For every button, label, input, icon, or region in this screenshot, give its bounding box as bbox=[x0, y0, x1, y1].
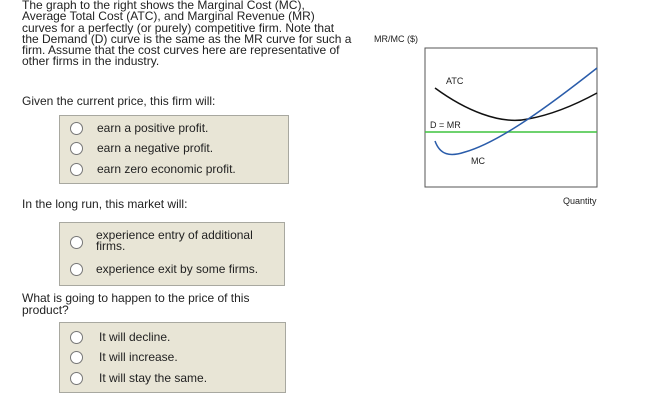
dmr-label: D = MR bbox=[430, 120, 461, 130]
radio[interactable] bbox=[70, 122, 83, 135]
question-prompt: Given the current price, this firm will: bbox=[22, 94, 216, 108]
radio[interactable] bbox=[70, 263, 83, 276]
radio[interactable] bbox=[70, 372, 83, 385]
intro-line: The graph to the right shows the Margina… bbox=[22, 0, 305, 12]
intro-line: curves for a perfectly (or purely) compe… bbox=[22, 20, 335, 35]
option-text[interactable]: It will decline. bbox=[99, 330, 171, 344]
option-text[interactable]: experience exit by some firms. bbox=[96, 262, 259, 276]
graph: MR/MC ($) ATC D = MR MC Quantity bbox=[374, 34, 598, 206]
options-box: experience entry of additional firms. ex… bbox=[59, 222, 285, 286]
graph-frame bbox=[424, 47, 598, 188]
question-prompt: In the long run, this market will: bbox=[22, 197, 188, 211]
x-axis-label: Quantity bbox=[563, 196, 597, 206]
intro: The graph to the right shows the Margina… bbox=[22, 0, 351, 68]
options-box: earn a positive profit. earn a negative … bbox=[59, 115, 289, 184]
option-text[interactable]: experience entry of additional firms. bbox=[96, 228, 253, 253]
option-text[interactable]: earn a negative profit. bbox=[97, 141, 214, 155]
intro-line: the Demand (D) curve is the same as the … bbox=[22, 31, 352, 46]
option-text[interactable]: earn a positive profit. bbox=[97, 121, 209, 135]
question-prompt: What is going to happen to the price of … bbox=[22, 291, 250, 317]
mc-label: MC bbox=[471, 156, 485, 166]
option-text[interactable]: It will stay the same. bbox=[99, 371, 208, 385]
y-axis-label: MR/MC ($) bbox=[374, 34, 418, 44]
intro-line: other firms in the industry. bbox=[22, 54, 160, 69]
mc-curve bbox=[434, 67, 598, 156]
atc-label: ATC bbox=[446, 76, 464, 86]
radio[interactable] bbox=[70, 331, 83, 344]
radio[interactable] bbox=[70, 351, 83, 364]
radio[interactable] bbox=[70, 163, 83, 176]
options-box: It will decline. It will increase. It wi… bbox=[59, 322, 286, 393]
intro-line: firm. Assume that the cost curves here a… bbox=[22, 43, 340, 58]
radio[interactable] bbox=[70, 142, 83, 155]
intro-line: Average Total Cost (ATC), and Marginal R… bbox=[22, 9, 315, 24]
option-text[interactable]: earn zero economic profit. bbox=[97, 162, 236, 176]
option-text[interactable]: It will increase. bbox=[99, 350, 178, 364]
radio[interactable] bbox=[70, 236, 83, 249]
